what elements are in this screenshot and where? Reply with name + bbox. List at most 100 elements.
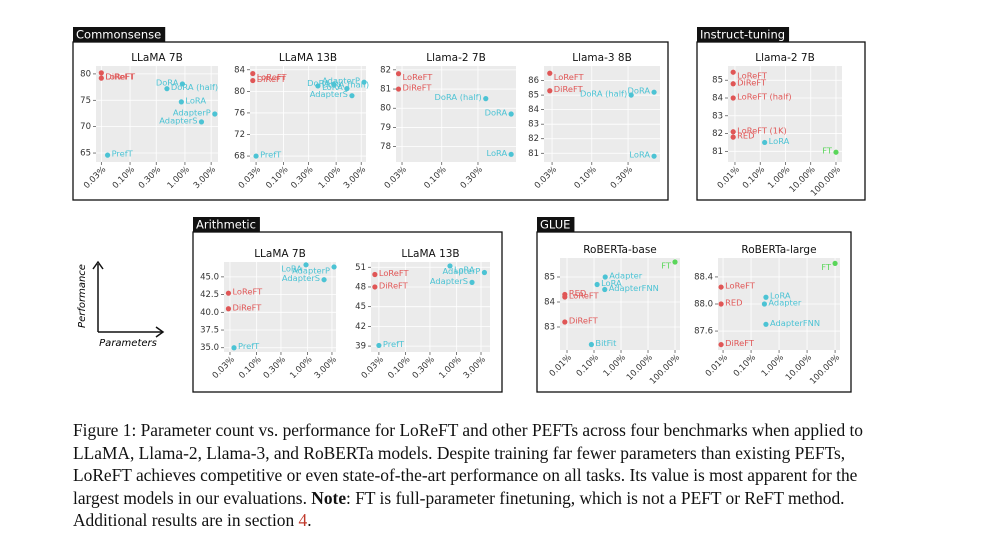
point-label: AdapterP	[322, 76, 360, 86]
panel-label: Instruct-tuning	[700, 28, 785, 42]
point-label: FT	[822, 146, 833, 156]
x-tick-label: 0.10%	[573, 165, 599, 191]
data-point	[361, 79, 367, 85]
x-tick-label: 0.10%	[264, 165, 290, 191]
data-point	[395, 71, 402, 77]
x-tick-label: 100.00%	[808, 353, 842, 387]
x-tick-label: 0.10%	[111, 165, 137, 191]
y-tick-label: 82	[380, 65, 391, 75]
data-point	[321, 277, 327, 283]
subplot: Llama-3 8B 81 82 83 84 85 86 0.03% 0.10% 0.30% LoR…	[528, 52, 660, 191]
point-label: LoReFT	[403, 72, 434, 82]
data-point	[98, 75, 104, 81]
subplot: LLaMA 13B 68 72 76 80 84 0.03% 0.10%0.30% 1.00%3…	[234, 52, 369, 191]
y-tick-label: 84	[528, 105, 539, 115]
x-tick-label: 0.30%	[262, 355, 288, 381]
y-tick-label: 85	[544, 273, 555, 283]
axis-legend: Performance Parameters	[77, 260, 165, 349]
point-label: BitFit	[595, 338, 617, 348]
data-point	[331, 264, 337, 270]
x-tick-label: 0.30%	[459, 165, 485, 191]
y-tick-label: 79	[380, 123, 391, 133]
arrow-head	[155, 326, 165, 338]
data-point	[395, 86, 402, 92]
x-tick-label: 0.10%	[575, 353, 601, 379]
x-tick-label: 0.10%	[422, 165, 448, 191]
y-tick-label: 84	[712, 94, 723, 104]
subplot-title: Llama-2 7B	[426, 52, 486, 64]
point-label: LoRA	[454, 264, 475, 274]
y-tick-label: 87.6	[694, 327, 713, 337]
y-tick-label: 88.0	[694, 300, 713, 310]
y-tick-label: 75	[80, 96, 91, 106]
point-label: DiReFT	[379, 280, 409, 290]
y-tick-label: 84	[234, 65, 245, 75]
point-label: AdapterS	[159, 115, 197, 125]
y-tick-label: 42.5	[200, 290, 219, 300]
y-tick-label: 81	[380, 85, 391, 95]
y-tick-label: 76	[234, 108, 245, 118]
data-point	[250, 77, 256, 84]
panel-label: GLUE	[540, 218, 570, 232]
panel-tab	[193, 217, 260, 232]
point-label: DoRA (half)	[171, 82, 218, 92]
y-tick-label: 45	[355, 302, 366, 312]
x-tick-label: 0.30%	[411, 355, 437, 381]
caption: Figure 1: Parameter count vs. performanc…	[73, 419, 873, 532]
subplot-title: RoBERTa-large	[741, 244, 816, 256]
subplot: LLaMA 13B 39 42 45 48 51 0.03% 0.10%0.30% 1.00%3…	[355, 248, 490, 381]
y-tick-label: 72	[234, 130, 245, 140]
y-tick-label: 81	[528, 149, 539, 159]
y-tick-label: 83	[528, 120, 539, 130]
data-point	[730, 81, 736, 87]
data-point	[331, 81, 337, 87]
y-tick-label: 85	[712, 76, 723, 86]
point-label: FT	[661, 261, 672, 271]
plot-background	[544, 66, 660, 162]
y-tick-label: 88.4	[694, 272, 713, 282]
point-label: AdapterS	[282, 273, 320, 283]
point-label: PrefT	[260, 150, 282, 160]
subplot-title: RoBERTa-base	[583, 244, 657, 256]
section-ref[interactable]: 4	[298, 510, 308, 531]
plot-background	[396, 66, 516, 162]
data-point	[179, 81, 186, 87]
data-point	[212, 111, 218, 117]
panel-tab	[73, 27, 166, 42]
subplot: LLaMA 7B 35.0 37.5 40.0 42.5 45.0 0.03% 0.10%0.…	[200, 248, 339, 381]
data-point	[508, 151, 514, 157]
y-tick-label: 85	[528, 91, 539, 101]
point-label: LoReFT	[232, 287, 263, 297]
data-point	[594, 281, 600, 288]
x-tick-label: 0.03%	[360, 355, 386, 381]
point-label: AdapterP	[173, 108, 211, 118]
data-point	[253, 153, 259, 159]
subplot-title: LLaMA 7B	[254, 248, 306, 260]
data-point	[225, 306, 232, 312]
point-label: DiReFT	[403, 83, 433, 93]
subplot: LLaMA 7B 65 70 75 80 0.03% 0.10% 0.30% 1.00% 3.00…	[80, 52, 218, 191]
x-tick-label: 0.10%	[732, 353, 758, 379]
plot-background	[728, 66, 842, 162]
y-tick-label: 82	[712, 129, 723, 139]
data-point	[225, 290, 232, 296]
x-tick-label: 0.10%	[237, 355, 263, 381]
y-tick-label: 48	[355, 282, 366, 292]
caption-text: : FT is full-parameter finetuning, which…	[73, 487, 845, 531]
point-label: LoReFT	[737, 71, 768, 81]
panel-tab	[697, 27, 790, 42]
data-point	[164, 86, 170, 92]
plot-background	[250, 66, 366, 162]
subplot: Llama-2 7B 78 79 80 81 82 0.03% 0.10% 0.30% LoReF…	[380, 52, 516, 191]
x-tick-label: 0.01%	[704, 353, 730, 379]
point-label: LoRA	[281, 263, 302, 273]
y-tick-label: 65	[80, 149, 91, 159]
y-tick-label: 83	[544, 323, 555, 333]
point-label: RED	[569, 288, 586, 298]
data-point	[250, 70, 256, 77]
point-label: PrefT	[112, 149, 134, 159]
subplot-title: LLaMA 13B	[401, 248, 459, 260]
point-label: LoReFT	[569, 291, 600, 301]
point-label: LoReFT (half)	[737, 92, 791, 102]
